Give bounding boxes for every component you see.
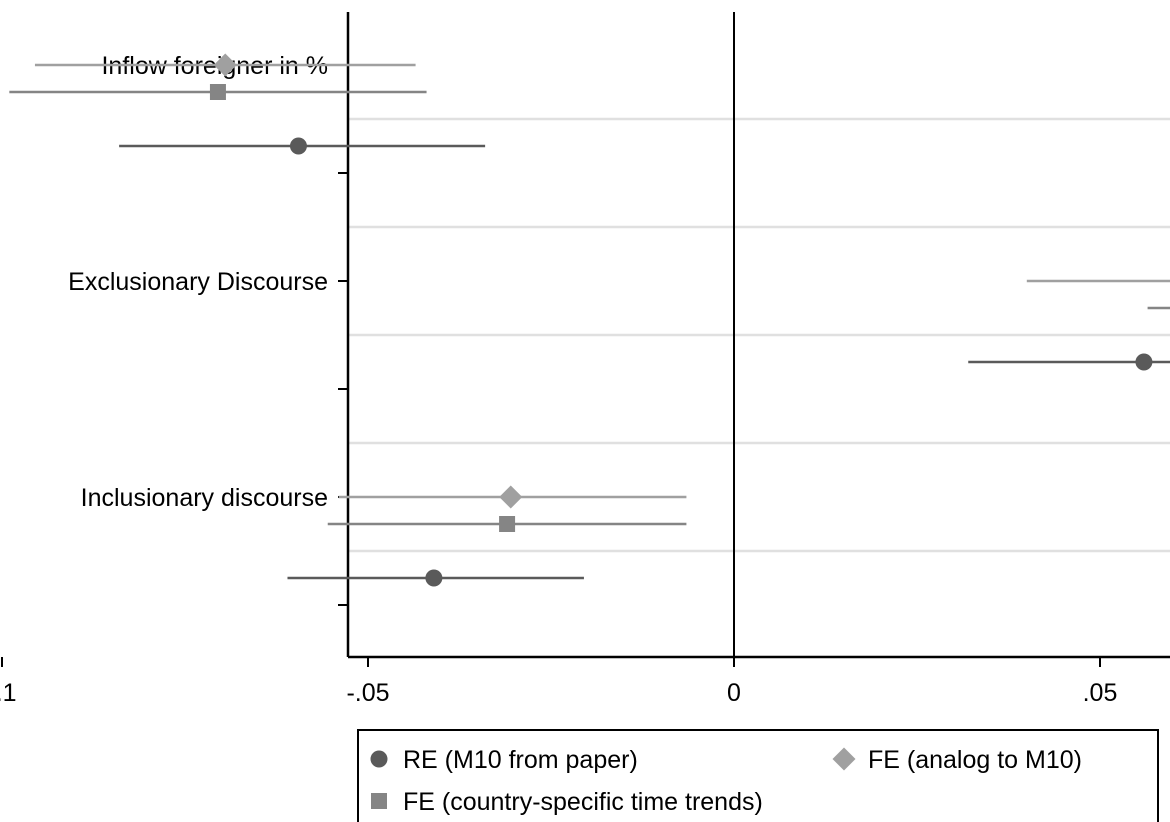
legend-diamond-icon bbox=[832, 747, 856, 771]
data-marks bbox=[9, 53, 1170, 587]
y-group-label: Inclusionary discourse bbox=[81, 484, 328, 512]
point-estimate-diamond bbox=[499, 485, 523, 509]
legend-label: RE (M10 from paper) bbox=[403, 746, 638, 774]
y-group-label: Exclusionary Discourse bbox=[68, 268, 328, 296]
legend-label: FE (analog to M10) bbox=[868, 746, 1082, 774]
point-estimate-diamond bbox=[213, 53, 237, 77]
legend-circle-icon bbox=[370, 750, 388, 768]
legend-box bbox=[357, 729, 1159, 822]
x-tick-label: 0 bbox=[727, 679, 741, 707]
point-estimate-circle bbox=[289, 137, 307, 155]
legend-square-icon bbox=[371, 793, 387, 809]
point-estimate-square bbox=[499, 516, 516, 532]
legend-label: FE (country-specific time trends) bbox=[403, 788, 763, 816]
gridlines bbox=[348, 117, 1170, 553]
point-estimate-circle bbox=[1135, 353, 1153, 371]
x-tick-label: -.1 bbox=[0, 679, 17, 707]
x-tick-label: .05 bbox=[1083, 679, 1118, 707]
legend: RE (M10 from paper) FE (analog to M10) FE … bbox=[357, 729, 1159, 822]
point-estimate-circle bbox=[425, 569, 443, 587]
x-tick-label: -.05 bbox=[346, 679, 389, 707]
point-estimate-square bbox=[209, 84, 226, 100]
